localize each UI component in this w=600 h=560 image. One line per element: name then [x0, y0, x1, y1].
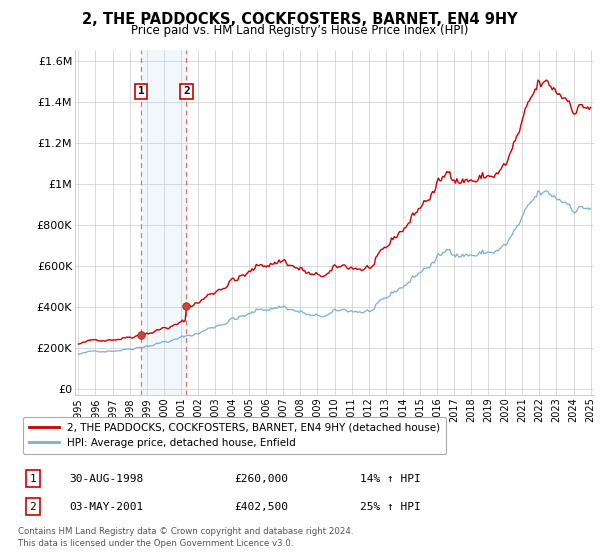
- Text: Price paid vs. HM Land Registry’s House Price Index (HPI): Price paid vs. HM Land Registry’s House …: [131, 24, 469, 36]
- Legend: 2, THE PADDOCKS, COCKFOSTERS, BARNET, EN4 9HY (detached house), HPI: Average pri: 2, THE PADDOCKS, COCKFOSTERS, BARNET, EN…: [23, 417, 446, 454]
- Bar: [141, 50, 187, 395]
- Text: 14% ↑ HPI: 14% ↑ HPI: [360, 474, 421, 484]
- Text: 03-MAY-2001: 03-MAY-2001: [69, 502, 143, 512]
- Text: 2: 2: [183, 86, 190, 96]
- Text: 25% ↑ HPI: 25% ↑ HPI: [360, 502, 421, 512]
- Text: This data is licensed under the Open Government Licence v3.0.: This data is licensed under the Open Gov…: [18, 539, 293, 548]
- Text: 30-AUG-1998: 30-AUG-1998: [69, 474, 143, 484]
- Text: 1: 1: [29, 474, 37, 484]
- Text: Contains HM Land Registry data © Crown copyright and database right 2024.: Contains HM Land Registry data © Crown c…: [18, 528, 353, 536]
- Text: 2, THE PADDOCKS, COCKFOSTERS, BARNET, EN4 9HY: 2, THE PADDOCKS, COCKFOSTERS, BARNET, EN…: [82, 12, 518, 27]
- Text: 1: 1: [137, 86, 144, 96]
- Text: 2: 2: [29, 502, 37, 512]
- Text: £260,000: £260,000: [234, 474, 288, 484]
- Text: £402,500: £402,500: [234, 502, 288, 512]
